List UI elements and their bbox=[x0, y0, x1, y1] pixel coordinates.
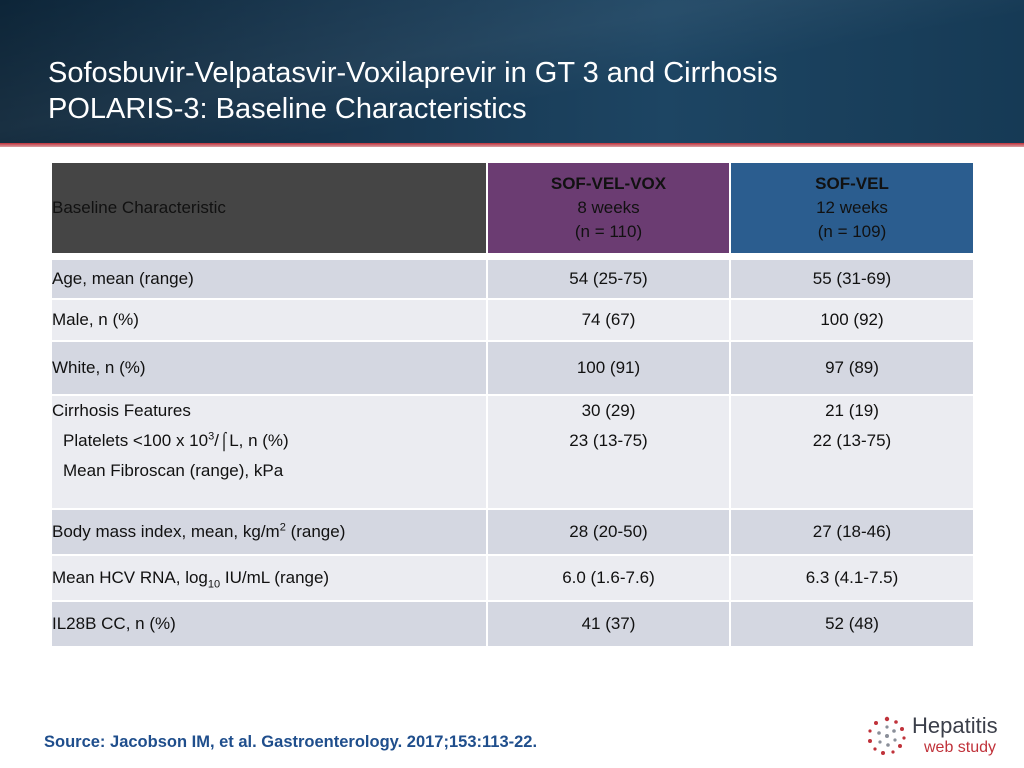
bmi-label-post: (range) bbox=[285, 522, 346, 541]
table-row: Mean HCV RNA, log10 IU/mL (range) 6.0 (1… bbox=[50, 554, 975, 602]
arm1-value: 41 (37) bbox=[486, 600, 731, 648]
bmi-label-sup: 2 bbox=[279, 521, 286, 534]
logo-text-hepatitis: Hepatitis bbox=[912, 713, 998, 738]
header-arm-sof-vel-vox: SOF-VEL-VOX 8 weeks (n = 110) bbox=[486, 161, 731, 255]
arm2-value: 100 (92) bbox=[729, 298, 975, 342]
logo-dots-icon bbox=[868, 716, 906, 755]
row-label: Mean HCV RNA, log10 IU/mL (range) bbox=[50, 554, 488, 602]
row-label: Body mass index, mean, kg/m2 (range) bbox=[50, 508, 488, 556]
header-gap bbox=[51, 254, 974, 259]
arm1-value: 30 (29) bbox=[581, 401, 636, 420]
row-sublabel-platelets: Platelets <100 x 103/⌠L, n (%) bbox=[52, 426, 486, 456]
arm2-duration: 12 weeks bbox=[816, 198, 888, 217]
row-label: Age, mean (range) bbox=[50, 258, 488, 300]
arm1-value: 100 (91) bbox=[486, 340, 731, 396]
arm2-value: 27 (18-46) bbox=[729, 508, 975, 556]
table-row: Cirrhosis Features Platelets <100 x 103/… bbox=[50, 394, 975, 510]
table-row: Male, n (%) 74 (67) 100 (92) bbox=[50, 298, 975, 342]
header-arm-sof-vel: SOF-VEL 12 weeks (n = 109) bbox=[729, 161, 975, 255]
title-banner: Sofosbuvir-Velpatasvir-Voxilaprevir in G… bbox=[0, 0, 1024, 143]
table-row: Body mass index, mean, kg/m2 (range) 28 … bbox=[50, 508, 975, 556]
arm1-value: 6.0 (1.6-7.6) bbox=[486, 554, 731, 602]
row-label: Male, n (%) bbox=[50, 298, 488, 342]
arm1-value: 74 (67) bbox=[486, 298, 731, 342]
row-label-group: Cirrhosis Features Platelets <100 x 103/… bbox=[50, 394, 488, 510]
hcv-label-sub: 10 bbox=[207, 578, 221, 591]
table-row: IL28B CC, n (%) 41 (37) 52 (48) bbox=[50, 600, 975, 648]
arm1-name: SOF-VEL-VOX bbox=[550, 174, 667, 193]
banner-divider bbox=[0, 143, 1024, 147]
header-characteristic: Baseline Characteristic bbox=[50, 161, 488, 255]
arm2-name: SOF-VEL bbox=[815, 174, 889, 193]
arm2-value-group: 21 (19) 22 (13-75) bbox=[729, 394, 975, 510]
arm1-n: (n = 110) bbox=[574, 222, 643, 241]
arm2-value: 21 (19) bbox=[825, 401, 879, 420]
hcv-label-pre: Mean HCV RNA, log bbox=[52, 568, 208, 587]
slide-title: Sofosbuvir-Velpatasvir-Voxilaprevir in G… bbox=[48, 55, 778, 127]
row-label: IL28B CC, n (%) bbox=[50, 600, 488, 648]
hepatitis-web-study-logo: Hepatitis web study bbox=[866, 713, 1016, 761]
table-header-row: Baseline Characteristic SOF-VEL-VOX 8 we… bbox=[50, 161, 975, 255]
arm1-value-group: 30 (29) 23 (13-75) bbox=[486, 394, 731, 510]
arm1-duration: 8 weeks bbox=[577, 198, 640, 217]
platelets-label-pre: Platelets <100 x 10 bbox=[63, 431, 209, 450]
arm2-value: 52 (48) bbox=[729, 600, 975, 648]
logo-text-web-study: web study bbox=[924, 739, 997, 756]
arm2-value: 22 (13-75) bbox=[812, 431, 892, 450]
row-label: White, n (%) bbox=[50, 340, 488, 396]
arm2-value: 97 (89) bbox=[729, 340, 975, 396]
platelets-label-sup: 3 bbox=[208, 430, 215, 443]
hcv-label-post: IU/mL (range) bbox=[220, 568, 330, 587]
title-line-2: POLARIS-3: Baseline Characteristics bbox=[48, 93, 527, 125]
row-sublabel-fibroscan: Mean Fibroscan (range), kPa bbox=[63, 461, 284, 480]
arm2-value: 55 (31-69) bbox=[729, 258, 975, 300]
arm1-value: 54 (25-75) bbox=[486, 258, 731, 300]
baseline-table: Baseline Characteristic SOF-VEL-VOX 8 we… bbox=[50, 161, 975, 648]
source-citation: Source: Jacobson IM, et al. Gastroentero… bbox=[44, 733, 538, 751]
arm1-value: 23 (13-75) bbox=[569, 431, 648, 450]
platelets-label-post: /⌠L, n (%) bbox=[214, 431, 289, 450]
arm1-value: 28 (20-50) bbox=[486, 508, 731, 556]
arm2-n: (n = 109) bbox=[817, 222, 887, 241]
row-label: Cirrhosis Features bbox=[52, 401, 191, 420]
table-row: Age, mean (range) 54 (25-75) 55 (31-69) bbox=[50, 258, 975, 300]
banner-highlight bbox=[0, 0, 1024, 143]
title-line-1: Sofosbuvir-Velpatasvir-Voxilaprevir in G… bbox=[48, 57, 778, 89]
arm2-value: 6.3 (4.1-7.5) bbox=[729, 554, 975, 602]
bmi-label-pre: Body mass index, mean, kg/m bbox=[52, 522, 280, 541]
table-row: White, n (%) 100 (91) 97 (89) bbox=[50, 340, 975, 396]
